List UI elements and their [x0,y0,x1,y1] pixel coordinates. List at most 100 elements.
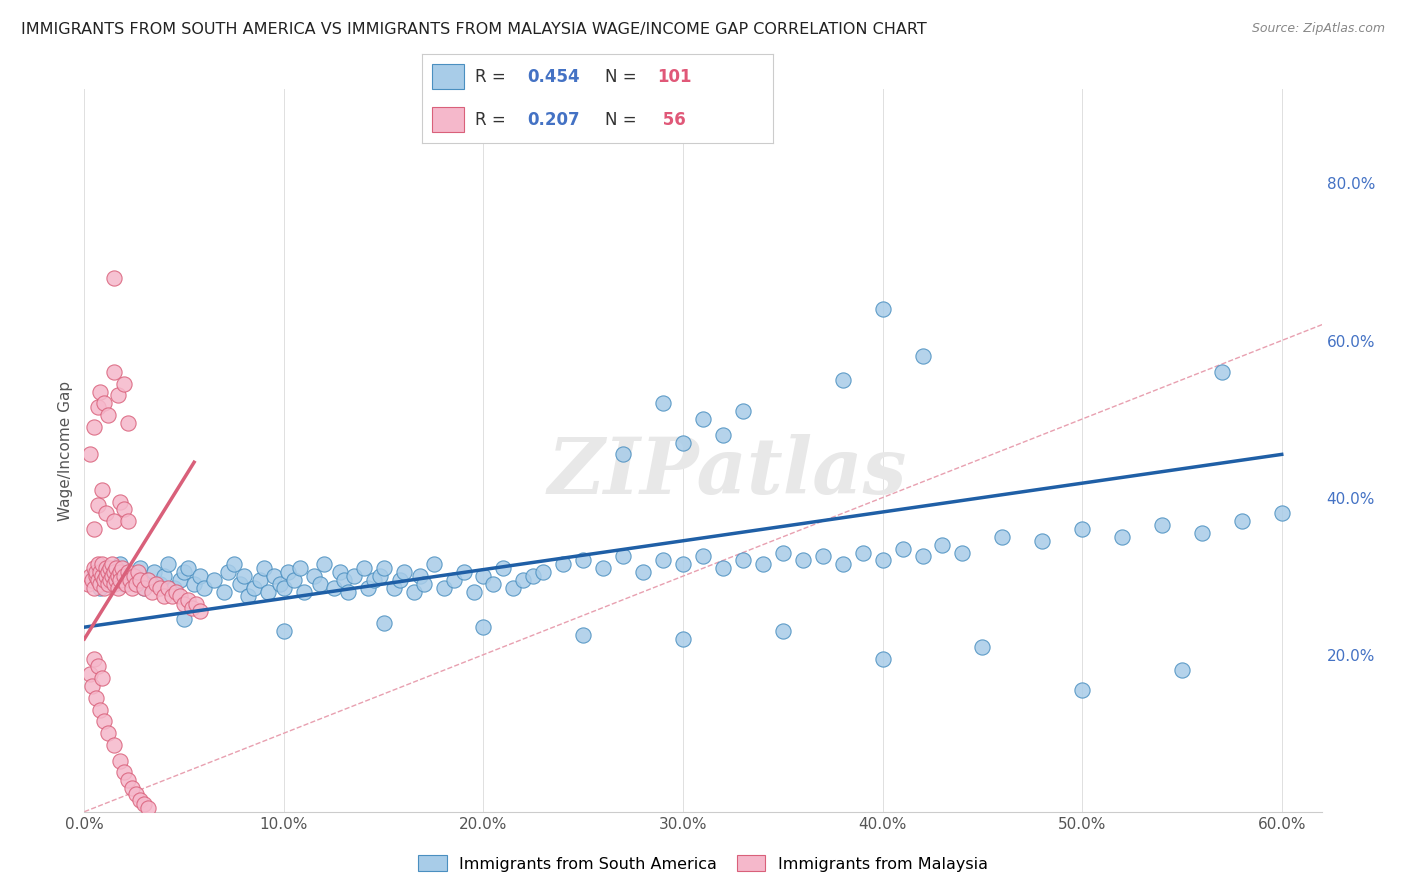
Point [83,522,105,536]
Point [357,581,380,595]
Point [86,690,108,705]
Point [83,581,105,595]
Point [233,569,256,583]
Point [103,738,125,752]
Point [772,624,794,639]
Point [373,561,395,575]
Point [112,765,135,780]
Point [283,573,305,587]
Point [89,384,111,399]
Point [89,703,111,717]
Point [153,569,176,583]
Point [631,565,654,579]
Point [652,396,675,410]
FancyBboxPatch shape [433,107,464,132]
Point [312,558,335,572]
Point [110,565,132,579]
Point [972,640,994,654]
Point [1071,683,1094,698]
Text: IMMIGRANTS FROM SOUTH AMERICA VS IMMIGRANTS FROM MALAYSIA WAGE/INCOME GAP CORREL: IMMIGRANTS FROM SOUTH AMERICA VS IMMIGRA… [21,22,927,37]
Legend: Immigrants from South America, Immigrants from Malaysia: Immigrants from South America, Immigrant… [411,847,995,880]
Point [482,577,505,591]
Point [891,541,914,556]
Point [107,569,129,583]
Point [122,569,145,583]
Point [952,545,974,559]
Point [333,573,356,587]
Point [145,577,167,591]
Point [89,577,111,591]
Point [253,561,276,575]
Point [134,797,156,811]
Point [188,604,211,618]
Point [672,558,695,572]
Point [77,577,100,591]
Point [96,506,118,520]
Point [1071,522,1094,536]
Point [731,404,754,418]
Point [136,801,159,815]
Point [472,569,495,583]
Point [127,565,149,579]
Text: 56: 56 [658,111,686,128]
Point [322,581,344,595]
Point [121,581,143,595]
Point [502,581,524,595]
Point [453,565,475,579]
Point [269,577,291,591]
Point [408,569,430,583]
Point [82,573,104,587]
Point [97,573,120,587]
Point [612,549,634,564]
Text: N =: N = [605,111,641,128]
Point [120,573,142,587]
Point [872,553,894,567]
Point [103,565,125,579]
Point [110,558,132,572]
Point [149,581,172,595]
Point [1111,530,1133,544]
Point [97,565,120,579]
Point [193,581,215,595]
Point [97,726,120,740]
Point [117,569,139,583]
Point [111,561,134,575]
Point [149,577,172,591]
Point [112,569,135,583]
Point [101,558,124,572]
Point [1191,525,1213,540]
Point [463,584,485,599]
Point [89,581,111,595]
Point [672,435,695,450]
Point [117,773,139,788]
Point [87,499,110,513]
Point [1271,506,1294,520]
Point [292,584,315,599]
Point [79,667,101,681]
Point [112,577,135,591]
Point [572,553,595,567]
Point [177,592,200,607]
Point [93,561,115,575]
Point [353,561,375,575]
Text: 0.454: 0.454 [527,68,579,86]
Point [82,679,104,693]
Point [98,573,121,587]
Point [236,589,259,603]
Text: R =: R = [475,68,510,86]
Point [222,558,245,572]
Text: 0.207: 0.207 [527,111,579,128]
Point [382,581,405,595]
Point [336,584,359,599]
Point [177,561,200,575]
Point [91,558,114,572]
Point [308,577,330,591]
Point [112,376,135,391]
Point [492,561,515,575]
Point [165,584,187,599]
Point [125,788,148,802]
Text: 101: 101 [658,68,692,86]
Point [343,569,366,583]
Point [792,553,814,567]
Point [87,659,110,673]
